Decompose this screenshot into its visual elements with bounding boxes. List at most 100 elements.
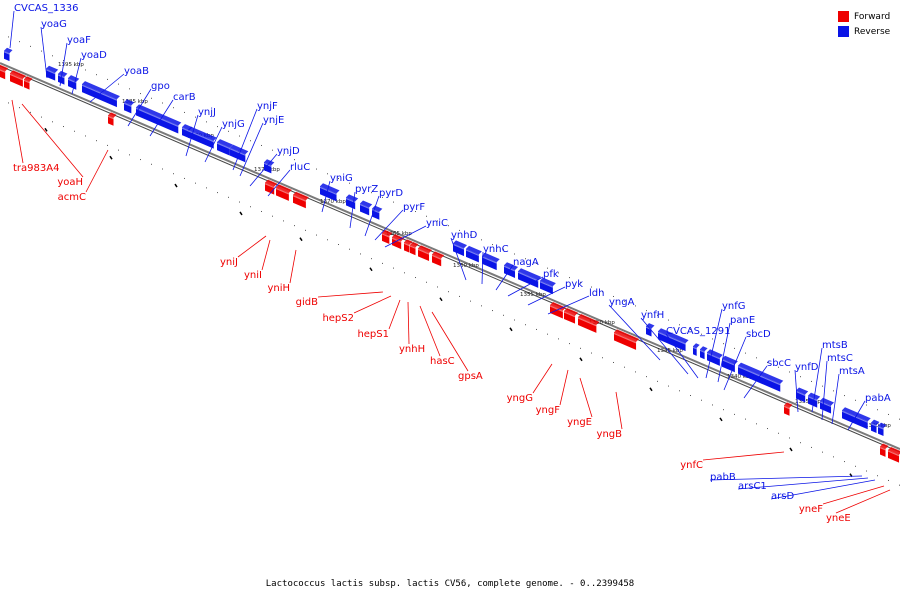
gene-leader-line (127, 88, 152, 127)
gene-leader-line (261, 239, 271, 271)
gene-face-main (820, 400, 832, 414)
gene-face-top (136, 104, 182, 126)
gene-label: yniC (426, 218, 448, 229)
gene-highlight (292, 195, 307, 202)
reverse-gene (3, 47, 13, 62)
forward-gene (275, 184, 292, 201)
scale-dot (184, 111, 185, 113)
forward-gene (563, 307, 579, 324)
scale-dot (459, 229, 460, 231)
gene-highlight (216, 142, 231, 150)
forward-gene (391, 234, 405, 250)
gene-leader-line (85, 149, 109, 193)
scale-dot (800, 442, 801, 444)
scale-dot (371, 192, 372, 194)
forward-gene (879, 443, 889, 457)
scale-dot (591, 352, 592, 354)
scale-tick (719, 417, 723, 422)
gene-face-top (646, 323, 655, 329)
scale-dot (525, 324, 526, 326)
scale-tick (239, 211, 243, 216)
gene-highlight (870, 423, 877, 427)
scale-dot (536, 262, 537, 264)
gene-label: ynfH (641, 310, 664, 321)
gene-leader-line (481, 251, 484, 285)
gene-highlight (9, 73, 24, 81)
scale-dot (261, 144, 262, 146)
forward-gene (577, 313, 600, 333)
scale-dot (305, 163, 306, 165)
gene-leader-line (717, 322, 731, 383)
scale-dot (888, 479, 889, 481)
gene-leader-line (249, 153, 278, 187)
gene-face-top (693, 343, 700, 348)
scale-dot (646, 310, 647, 312)
gene-label: ynjD (277, 146, 300, 157)
gene-face-top (738, 362, 784, 384)
scale-dot (162, 102, 163, 104)
gene-leader-line (579, 377, 593, 418)
scale-dot (129, 154, 130, 156)
gene-face-main (410, 244, 416, 256)
scale-dot (261, 210, 262, 212)
gene-highlight (403, 242, 410, 247)
scale-dot (756, 357, 757, 359)
gene-leader-line (267, 169, 291, 197)
gene-leader-line (388, 299, 401, 330)
scale-dot (426, 281, 427, 283)
forward-gene (0, 64, 9, 80)
scale-dot (250, 140, 251, 142)
scale-dot (173, 107, 174, 109)
gene-label: arsD (771, 491, 794, 502)
gene-label: hepS1 (357, 329, 389, 340)
scale-dot (690, 395, 691, 397)
gene-highlight (187, 130, 214, 143)
gene-highlight (452, 243, 465, 250)
gene-highlight (706, 352, 721, 360)
legend-item-reverse: Reverse (838, 24, 890, 39)
gene-label: gpsA (458, 371, 483, 382)
forward-gene (403, 239, 413, 253)
gene-label: ynjJ (198, 107, 216, 118)
scale-dot (96, 74, 97, 76)
gene-label: pyk (565, 279, 583, 290)
gene-label: yneE (826, 513, 851, 524)
scale-tick (44, 127, 48, 132)
gene-highlight (381, 233, 390, 238)
gene-face-top (24, 76, 33, 82)
scale-dot (624, 300, 625, 302)
scale-dot (833, 390, 834, 392)
reverse-gene (503, 262, 519, 278)
gene-highlight (692, 346, 697, 350)
gene-label: ynfC (680, 460, 703, 471)
gene-face-main (707, 352, 720, 366)
gene-label: ynjE (263, 115, 284, 126)
gene-leader-line (547, 295, 590, 315)
scale-tick (369, 267, 373, 272)
scale-dot (283, 154, 284, 156)
gene-leader-line (770, 479, 876, 500)
gene-face-main (880, 446, 886, 457)
gene-leader-line (59, 42, 68, 87)
gene-highlight (841, 410, 868, 423)
scale-dot (503, 248, 504, 250)
gene-face-main (871, 422, 877, 434)
forward-gene (9, 70, 26, 87)
scale-dot (569, 277, 570, 279)
gene-highlight (391, 237, 402, 243)
backbone-line (0, 65, 900, 453)
gene-face-top (722, 355, 738, 365)
gene-face-top (10, 70, 26, 79)
scale-dot (525, 258, 526, 260)
gene-label: sbcC (767, 358, 791, 369)
gene-face-main (188, 129, 214, 149)
gene-face-top (842, 407, 871, 422)
reverse-gene (692, 343, 700, 356)
gene-highlight (517, 271, 539, 282)
scale-dot (547, 267, 548, 269)
scale-dot (393, 201, 394, 203)
scale-dot (327, 173, 328, 175)
gene-label: yniG (330, 173, 353, 184)
gene-face-main (722, 358, 735, 373)
scale-dot (316, 234, 317, 236)
